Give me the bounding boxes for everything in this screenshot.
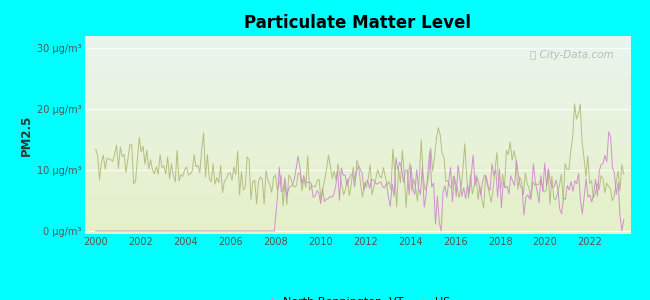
- Legend: North Bennington, VT, US: North Bennington, VT, US: [261, 293, 454, 300]
- Title: Particulate Matter Level: Particulate Matter Level: [244, 14, 471, 32]
- Y-axis label: PM2.5: PM2.5: [20, 114, 33, 156]
- Text: Ⓣ City-Data.com: Ⓣ City-Data.com: [530, 50, 614, 60]
